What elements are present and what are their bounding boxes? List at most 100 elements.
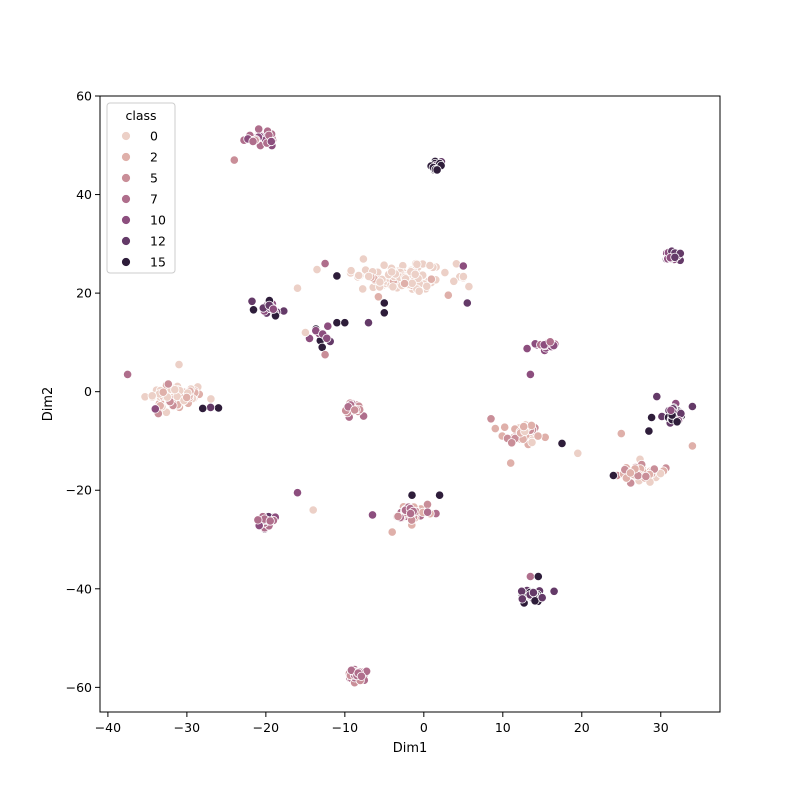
data-point xyxy=(490,423,500,434)
legend-label: 12 xyxy=(150,234,166,249)
data-point xyxy=(500,422,510,432)
legend-label: 2 xyxy=(150,150,158,165)
legend-label: 5 xyxy=(150,171,158,186)
legend-entries: 0 2 5 7 10 12 15 xyxy=(121,129,166,270)
legend-marker xyxy=(121,173,131,183)
y-tick-label: 0 xyxy=(84,384,92,399)
data-point xyxy=(198,403,208,413)
data-point xyxy=(449,276,459,286)
y-tick-label: 40 xyxy=(76,187,92,202)
data-point xyxy=(147,391,157,401)
data-point xyxy=(358,254,368,264)
data-point xyxy=(687,401,698,412)
data-point xyxy=(528,587,539,598)
data-point xyxy=(525,571,536,582)
y-tick-label: −60 xyxy=(66,680,92,695)
legend-label: 0 xyxy=(150,129,158,144)
data-point xyxy=(666,405,676,415)
y-tick-label: 60 xyxy=(76,89,92,104)
data-point xyxy=(462,298,472,308)
y-tick-label: 20 xyxy=(76,286,92,301)
legend-title: class xyxy=(125,108,156,123)
data-point xyxy=(312,264,322,275)
data-point xyxy=(434,490,445,500)
data-point xyxy=(426,274,436,284)
x-axis: −40 −30 −20 −10 0 10 20 30 xyxy=(95,712,669,735)
data-point xyxy=(247,296,257,306)
x-tick-label: 20 xyxy=(574,720,590,735)
data-point xyxy=(387,267,397,277)
data-point xyxy=(644,426,654,436)
data-point xyxy=(393,511,403,522)
legend-marker xyxy=(121,152,131,162)
data-point xyxy=(150,404,160,414)
data-point xyxy=(425,260,435,271)
data-point xyxy=(655,468,666,479)
data-point xyxy=(354,270,364,281)
legend-label: 15 xyxy=(150,255,166,270)
data-point xyxy=(367,510,378,520)
x-tick-label: −20 xyxy=(253,720,279,735)
data-point xyxy=(346,266,356,276)
legend-marker xyxy=(121,194,131,204)
data-point xyxy=(379,260,389,270)
data-point xyxy=(670,252,680,262)
x-tick-label: −30 xyxy=(174,720,200,735)
data-point xyxy=(123,369,133,379)
data-point xyxy=(506,458,516,468)
data-point xyxy=(526,420,537,430)
data-point xyxy=(573,448,583,458)
data-point xyxy=(253,515,263,525)
data-point xyxy=(537,593,547,603)
data-point xyxy=(517,594,527,604)
legend: class 0 2 5 7 10 12 15 xyxy=(106,102,176,274)
data-point xyxy=(379,308,389,318)
data-point xyxy=(182,392,192,402)
data-point xyxy=(268,304,278,314)
data-point xyxy=(266,136,276,147)
data-point xyxy=(616,428,626,439)
data-point xyxy=(405,508,416,519)
data-point xyxy=(356,671,366,681)
data-point xyxy=(206,394,216,404)
data-point xyxy=(440,267,450,278)
y-tick-label: −40 xyxy=(66,581,92,596)
x-tick-label: 10 xyxy=(495,720,511,735)
data-point xyxy=(387,527,397,537)
data-point xyxy=(458,271,468,282)
data-point xyxy=(464,281,474,292)
legend-box xyxy=(106,102,176,274)
data-point xyxy=(373,292,383,302)
data-point xyxy=(545,337,555,347)
data-point xyxy=(412,259,422,269)
data-point xyxy=(458,261,468,271)
data-point xyxy=(388,282,398,292)
x-tick-label: −40 xyxy=(95,720,121,735)
data-point xyxy=(248,305,259,315)
data-point xyxy=(300,327,310,338)
data-point xyxy=(379,298,389,308)
data-point xyxy=(364,271,374,281)
data-point xyxy=(672,417,682,427)
data-point xyxy=(254,124,264,134)
data-point xyxy=(519,421,529,432)
data-point xyxy=(350,405,360,415)
data-point xyxy=(340,318,350,328)
data-point xyxy=(486,414,496,424)
data-point xyxy=(533,571,543,582)
data-point xyxy=(422,281,432,291)
data-point xyxy=(163,379,173,389)
x-tick-label: −10 xyxy=(332,720,358,735)
data-point xyxy=(158,387,168,397)
data-point xyxy=(375,277,385,287)
data-point xyxy=(407,278,417,288)
legend-marker xyxy=(121,215,131,225)
data-point xyxy=(322,333,332,343)
data-point xyxy=(292,283,303,293)
legend-label: 10 xyxy=(150,213,166,228)
data-point xyxy=(549,586,559,596)
data-point xyxy=(533,431,543,441)
legend-marker xyxy=(121,131,131,141)
data-point xyxy=(422,499,433,509)
